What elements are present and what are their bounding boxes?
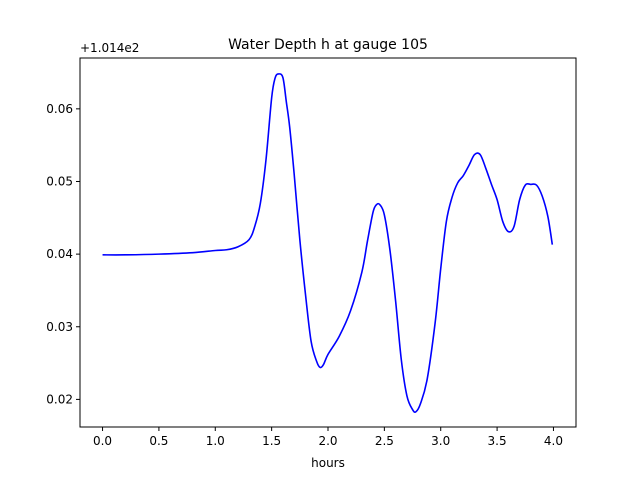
x-axis-label: hours bbox=[311, 456, 345, 470]
x-tick-label: 0.0 bbox=[93, 434, 112, 448]
x-tick-label: 3.0 bbox=[431, 434, 450, 448]
y-offset-label: +1.014e2 bbox=[80, 41, 139, 55]
x-axis: 0.0 0.5 1.0 1.5 2.0 2.5 3.0 3.5 4.0 bbox=[93, 427, 563, 448]
x-tick-label: 2.5 bbox=[375, 434, 394, 448]
y-tick-label: 0.03 bbox=[46, 320, 73, 334]
y-tick-label: 0.02 bbox=[46, 392, 73, 406]
x-tick-label: 2.0 bbox=[318, 434, 337, 448]
x-tick-label: 1.0 bbox=[206, 434, 225, 448]
y-tick-label: 0.05 bbox=[46, 174, 73, 188]
y-tick-label: 0.06 bbox=[46, 102, 73, 116]
y-axis: 0.02 0.03 0.04 0.05 0.06 bbox=[46, 102, 80, 406]
x-tick-label: 3.5 bbox=[488, 434, 507, 448]
x-tick-label: 0.5 bbox=[149, 434, 168, 448]
y-tick-label: 0.04 bbox=[46, 247, 73, 261]
series-line-1 bbox=[102, 73, 554, 413]
plot-area bbox=[102, 73, 554, 413]
x-tick-label: 4.0 bbox=[544, 434, 563, 448]
x-tick-label: 1.5 bbox=[262, 434, 281, 448]
chart-title: Water Depth h at gauge 105 bbox=[228, 37, 428, 53]
